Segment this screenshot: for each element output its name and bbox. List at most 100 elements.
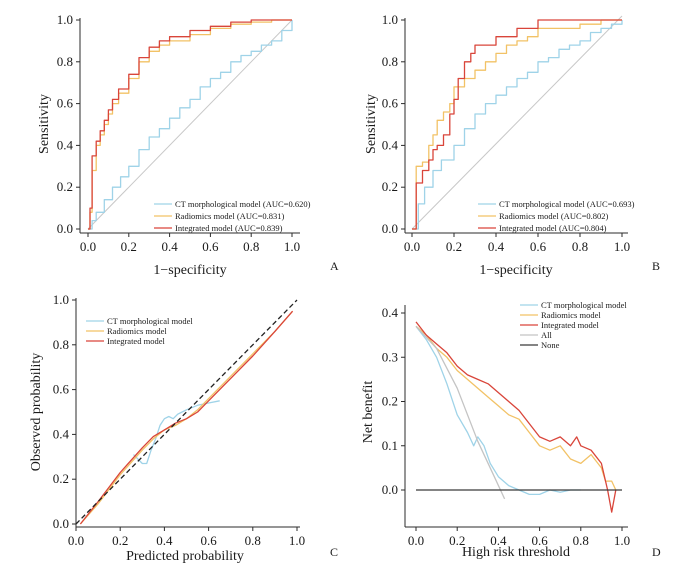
panel-d-x-axis-title: High risk threshold bbox=[462, 545, 570, 560]
panel-b-legend-label-integrated: Integrated model (AUC=0.804) bbox=[499, 223, 607, 233]
panel-d-series-all bbox=[415, 325, 506, 500]
panel-b-y-tick-label: 1.0 bbox=[382, 12, 398, 27]
panel-d-x-ticks: 0.0 0.2 0.4 0.6 0.8 1.0 bbox=[408, 527, 630, 548]
panel-b-x-tick-label: 0.4 bbox=[488, 239, 505, 254]
panel-c-y-tick-label: 0.4 bbox=[53, 426, 70, 441]
panel-c-series-calib_ideal bbox=[75, 299, 298, 525]
panel-c-letter: C bbox=[330, 545, 338, 559]
panel-a-series-integrated bbox=[88, 19, 292, 230]
panel-c-x-ticks: 0.0 0.2 0.4 0.6 0.8 1.0 bbox=[68, 527, 305, 548]
panel-d-legend-label-none: None bbox=[541, 340, 560, 350]
panel-c-x-tick-label: 0.4 bbox=[156, 533, 173, 548]
panel-b-x-tick-label: 0.0 bbox=[404, 239, 420, 254]
panel-a-roc-training: 0.0 0.2 0.4 0.6 0.8 1.0 0.0 0.2 0.4 0.6 0.8 1.0 1−… bbox=[37, 12, 339, 278]
panel-a-x-tick-label: 0.6 bbox=[202, 239, 219, 254]
panel-a-y-tick-label: 0.2 bbox=[57, 179, 73, 194]
panel-b-y-tick-label: 0.4 bbox=[382, 137, 399, 152]
panel-a-x-tick-label: 0.4 bbox=[161, 239, 178, 254]
panel-a-x-tick-label: 1.0 bbox=[284, 239, 300, 254]
panel-a-letter: A bbox=[330, 259, 339, 273]
panel-c-y-tick-label: 0.8 bbox=[53, 337, 69, 352]
panel-c-series-ct bbox=[133, 400, 220, 465]
panel-d-x-tick-label: 1.0 bbox=[614, 533, 630, 548]
panel-d-y-tick-label: 0.3 bbox=[382, 349, 398, 364]
panel-a-legend-label-radiomics: Radiomics model (AUC=0.831) bbox=[175, 211, 285, 221]
panel-d-y-tick-label: 0.2 bbox=[382, 394, 398, 409]
panel-b-series-ct bbox=[412, 20, 623, 230]
panel-c-legend-label-integrated: Integrated model bbox=[107, 336, 165, 346]
panel-a-series-radiomics bbox=[88, 19, 292, 230]
panel-a-y-tick-label: 0.4 bbox=[57, 137, 74, 152]
panel-b-x-axis-title: 1−specificity bbox=[479, 263, 552, 278]
panel-c-y-tick-label: 0.2 bbox=[53, 471, 69, 486]
panel-b-x-tick-label: 1.0 bbox=[614, 239, 630, 254]
panel-a-y-tick-label: 0.6 bbox=[57, 96, 74, 111]
panel-b-x-tick-label: 0.8 bbox=[572, 239, 588, 254]
panel-c-y-ticks: 0.0 0.2 0.4 0.6 0.8 1.0 bbox=[53, 292, 76, 531]
panel-b-letter: B bbox=[652, 259, 660, 273]
panel-d-y-ticks: 0.0 0.1 0.2 0.3 0.4 bbox=[382, 305, 405, 497]
panel-b-x-ticks: 0.0 0.2 0.4 0.6 0.8 1.0 bbox=[404, 233, 630, 254]
panel-b-y-ticks: 0.0 0.2 0.4 0.6 0.8 1.0 bbox=[382, 12, 405, 236]
panel-b-series-radiomics bbox=[412, 19, 622, 230]
panel-d-y-tick-label: 0.0 bbox=[382, 482, 398, 497]
panel-b-x-tick-label: 0.6 bbox=[530, 239, 547, 254]
panel-c-x-tick-label: 0.8 bbox=[245, 533, 261, 548]
panel-b-y-tick-label: 0.2 bbox=[382, 179, 398, 194]
panel-c-legend: CT morphological model Radiomics model I… bbox=[86, 316, 193, 346]
panel-b-series-integrated bbox=[412, 19, 622, 230]
panel-b-y-tick-label: 0.8 bbox=[382, 54, 398, 69]
panel-b-legend: CT morphological model (AUC=0.693) Radio… bbox=[478, 199, 635, 233]
panel-a-x-axis-title: 1−specificity bbox=[153, 263, 226, 278]
panel-b-y-tick-label: 0.6 bbox=[382, 96, 399, 111]
panel-d-letter: D bbox=[652, 545, 661, 559]
panel-a-x-ticks: 0.0 0.2 0.4 0.6 0.8 1.0 bbox=[80, 233, 300, 254]
panel-c-legend-label-ct: CT morphological model bbox=[107, 316, 193, 326]
panel-b-x-tick-label: 0.2 bbox=[446, 239, 462, 254]
panel-a-legend-label-ct: CT morphological model (AUC=0.620) bbox=[175, 199, 311, 209]
panel-a-y-tick-label: 0.8 bbox=[57, 54, 73, 69]
panel-d-series-radiomics bbox=[415, 325, 617, 491]
panel-d-legend-label-radiomics: Radiomics model bbox=[541, 310, 601, 320]
panel-b-legend-label-ct: CT morphological model (AUC=0.693) bbox=[499, 199, 635, 209]
panel-d-series-integrated bbox=[415, 321, 617, 513]
panel-d-series bbox=[415, 321, 622, 513]
panel-a-x-tick-label: 0.2 bbox=[121, 239, 137, 254]
panel-b-y-axis-title: Sensitivity bbox=[364, 94, 379, 154]
panel-b-chance-line bbox=[411, 15, 623, 230]
panel-c-x-tick-label: 0.2 bbox=[112, 533, 128, 548]
panel-c-y-tick-label: 1.0 bbox=[53, 292, 69, 307]
panel-d-legend: CT morphological model Radiomics model I… bbox=[520, 300, 627, 350]
panel-c-legend-label-radiomics: Radiomics model bbox=[107, 326, 167, 336]
panel-d-legend-label-all: All bbox=[541, 330, 553, 340]
panel-a-series bbox=[88, 19, 293, 230]
panel-a-series-ct bbox=[88, 20, 293, 230]
panel-d-x-tick-label: 0.6 bbox=[531, 533, 548, 548]
panel-c-series-radiomics bbox=[79, 310, 294, 525]
panel-b-series bbox=[412, 19, 623, 230]
panel-c-x-axis-title: Predicted probability bbox=[126, 549, 244, 564]
panel-d-y-tick-label: 0.4 bbox=[382, 305, 399, 320]
panel-c-x-tick-label: 1.0 bbox=[289, 533, 305, 548]
panel-d-y-axis-title: Net benefit bbox=[361, 381, 376, 444]
panel-d-legend-label-ct: CT morphological model bbox=[541, 300, 627, 310]
panel-b-y-tick-label: 0.0 bbox=[382, 221, 398, 236]
panel-d-legend-label-integrated: Integrated model bbox=[541, 320, 599, 330]
panel-d-y-tick-label: 0.1 bbox=[382, 438, 398, 453]
panel-a-x-tick-label: 0.0 bbox=[80, 239, 96, 254]
panel-d-x-tick-label: 0.8 bbox=[573, 533, 589, 548]
panel-b-roc-validation: 0.0 0.2 0.4 0.6 0.8 1.0 0.0 0.2 0.4 0.6 0.8 1.0 1−… bbox=[364, 12, 660, 278]
panel-d-x-tick-label: 0.2 bbox=[449, 533, 465, 548]
panel-a-y-tick-label: 1.0 bbox=[57, 12, 73, 27]
panel-c-x-tick-label: 0.0 bbox=[68, 533, 84, 548]
panel-a-y-axis-title: Sensitivity bbox=[37, 94, 52, 154]
panel-a-x-tick-label: 0.8 bbox=[243, 239, 259, 254]
panel-c-series bbox=[75, 299, 298, 525]
panel-c-x-tick-label: 0.6 bbox=[200, 533, 217, 548]
panel-c-series-integrated bbox=[79, 310, 294, 525]
panel-a-chance-line bbox=[87, 19, 293, 230]
panel-a-y-tick-label: 0.0 bbox=[57, 221, 73, 236]
panel-a-legend: CT morphological model (AUC=0.620) Radio… bbox=[154, 199, 311, 233]
panel-b-legend-label-radiomics: Radiomics model (AUC=0.802) bbox=[499, 211, 609, 221]
